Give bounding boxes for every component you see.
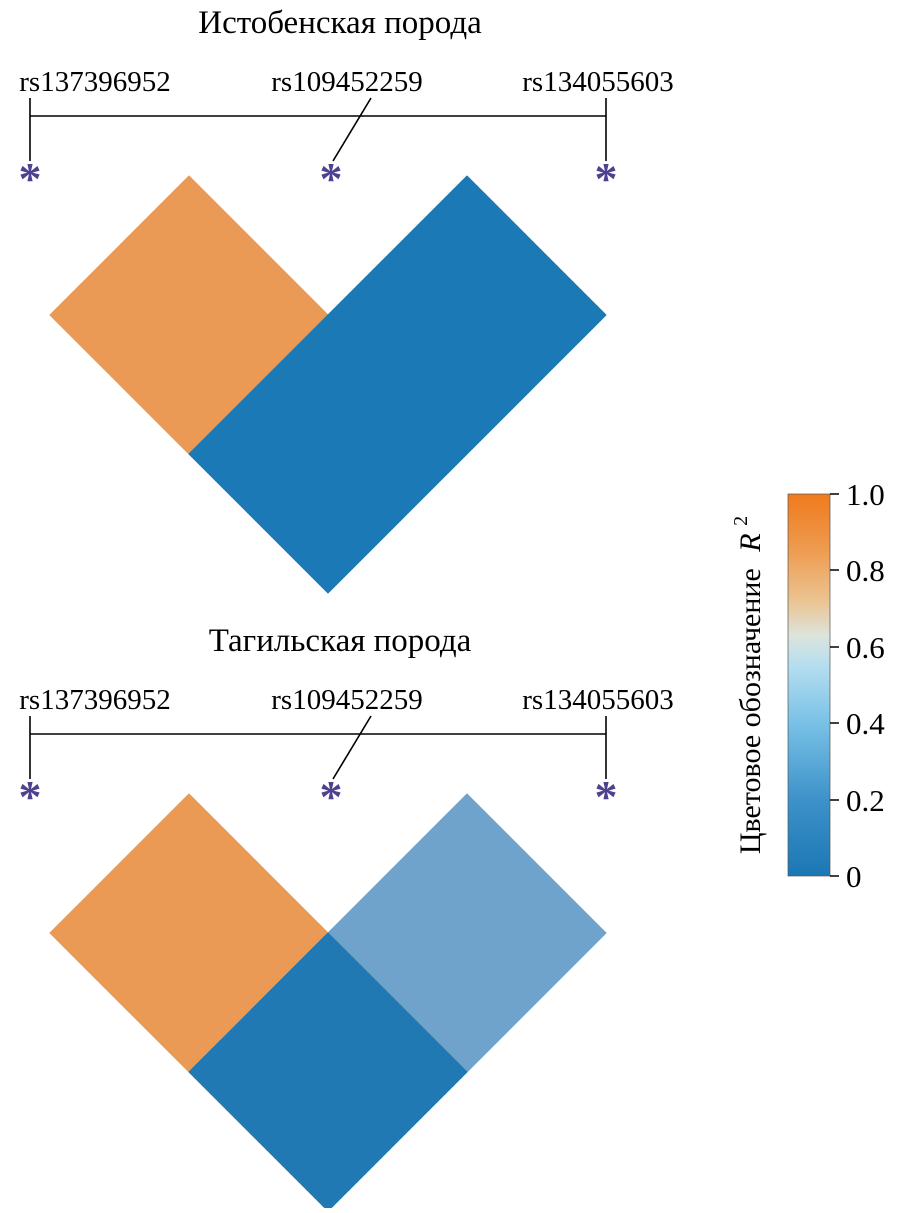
colorbar-tick-label: 1.0 — [846, 477, 885, 512]
colorbar-tick-label: 0.8 — [846, 553, 885, 588]
connector-line-middle — [332, 97, 372, 162]
colorbar-title: Цветовое обозначение R 2 — [730, 516, 767, 854]
snp-label-rs109452259: rs109452259 — [271, 684, 422, 716]
ld-cell-rs137396952-rs134055603 — [188, 932, 468, 1212]
ld-cell-rs137396952-rs134055603 — [188, 314, 468, 594]
snp-label-rs109452259: rs109452259 — [271, 66, 422, 98]
panel-title: Истобенская порода — [198, 5, 482, 41]
snp-label-rs134055603: rs134055603 — [522, 684, 673, 716]
colorbar-gradient — [787, 493, 831, 877]
colorbar-tick-label: 0.4 — [846, 706, 885, 741]
marker-asterisk: * — [19, 153, 42, 204]
marker-asterisk: * — [320, 153, 343, 204]
snp-label-rs137396952: rs137396952 — [19, 684, 170, 716]
colorbar-title-text: Цветовое обозначение — [734, 568, 767, 854]
panel-istobenskaya: Истобенская порода rs137396952 rs1094522… — [19, 5, 674, 594]
colorbar-tick-label: 0.6 — [846, 630, 885, 665]
connector-line-middle — [332, 715, 372, 780]
panel-title: Тагильская порода — [209, 623, 472, 659]
colorbar-tick-label: 0.2 — [846, 783, 885, 818]
marker-asterisk: * — [595, 771, 618, 822]
colorbar-title-exponent: 2 — [730, 516, 752, 526]
panel-tagilskaya: Тагильская порода rs137396952 rs10945225… — [19, 623, 674, 1212]
colorbar-tick-label: 0 — [846, 859, 862, 894]
marker-asterisk: * — [595, 153, 618, 204]
snp-label-rs137396952: rs137396952 — [19, 66, 170, 98]
colorbar-title-r-symbol: R — [734, 533, 767, 552]
snp-label-rs134055603: rs134055603 — [522, 66, 673, 98]
colorbar-legend: Цветовое обозначение R 2 1.0 0.8 0.6 0.4… — [730, 477, 885, 894]
marker-asterisk: * — [320, 771, 343, 822]
marker-asterisk: * — [19, 771, 42, 822]
